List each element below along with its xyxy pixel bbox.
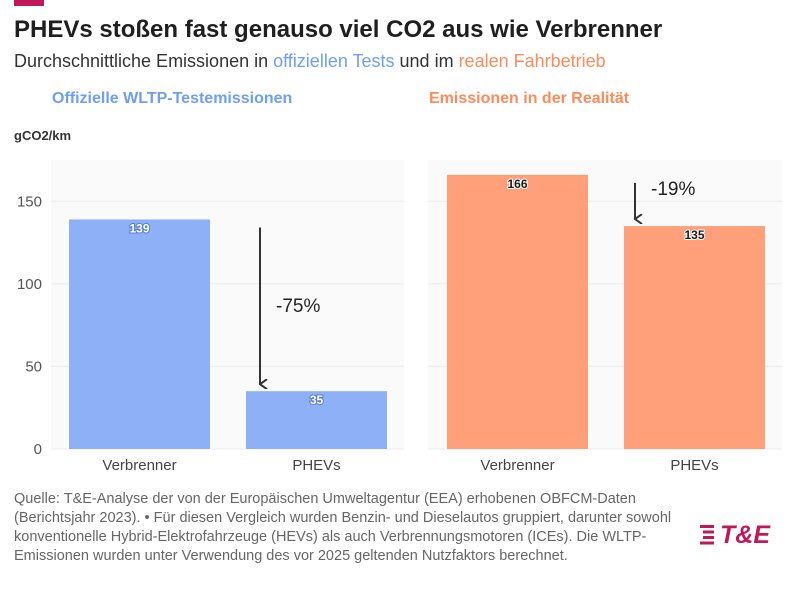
x-tick-label: PHEVs bbox=[670, 457, 718, 474]
subtitle-prefix: Durchschnittliche Emissionen in bbox=[14, 51, 274, 71]
bar-phevs bbox=[246, 391, 387, 449]
y-tick-label: 150 bbox=[17, 193, 42, 210]
value-label: 139 bbox=[129, 221, 149, 235]
subtitle-highlight-real: realen Fahrbetrieb bbox=[458, 51, 606, 71]
x-tick-label: PHEVs bbox=[292, 457, 340, 474]
bar-chart: 0 50 100 150 139 Verbrenner 35 PHEVs -75% 166 Verb… bbox=[16, 174, 782, 474]
bar-verbrenner bbox=[447, 174, 588, 449]
striped-e-icon bbox=[700, 525, 714, 545]
value-label: 135 bbox=[684, 228, 704, 242]
change-annotation: -75% bbox=[276, 296, 320, 317]
bar-verbrenner bbox=[69, 219, 210, 449]
logo-text: T&E bbox=[720, 520, 770, 549]
chart-title: PHEVs stoßen fast genauso viel CO2 aus w… bbox=[14, 16, 663, 43]
y-tick-label: 0 bbox=[34, 441, 42, 458]
source-footnote: Quelle: T&E-Analyse der von der Europäis… bbox=[14, 491, 672, 564]
subtitle-highlight-official: offiziellen Tests bbox=[273, 51, 395, 71]
subtitle-middle: und im bbox=[394, 51, 459, 71]
chart-subtitle: Durchschnittliche Emissionen in offiziel… bbox=[14, 51, 606, 72]
value-label: 35 bbox=[310, 393, 324, 407]
accent-bar bbox=[14, 0, 44, 6]
value-label: 166 bbox=[507, 177, 527, 191]
y-axis-unit-label: gCO2/km bbox=[14, 128, 72, 143]
bar-phevs bbox=[624, 226, 765, 449]
y-tick-label: 50 bbox=[25, 358, 42, 375]
panel-title-wltp: Offizielle WLTP-Testemissionen bbox=[52, 90, 293, 107]
x-tick-label: Verbrenner bbox=[480, 457, 554, 474]
change-annotation: -19% bbox=[651, 179, 695, 200]
y-tick-label: 100 bbox=[17, 276, 42, 293]
x-tick-label: Verbrenner bbox=[102, 457, 176, 474]
panel-title-real: Emissionen in der Realität bbox=[429, 90, 630, 107]
te-logo: T&E bbox=[700, 520, 770, 550]
